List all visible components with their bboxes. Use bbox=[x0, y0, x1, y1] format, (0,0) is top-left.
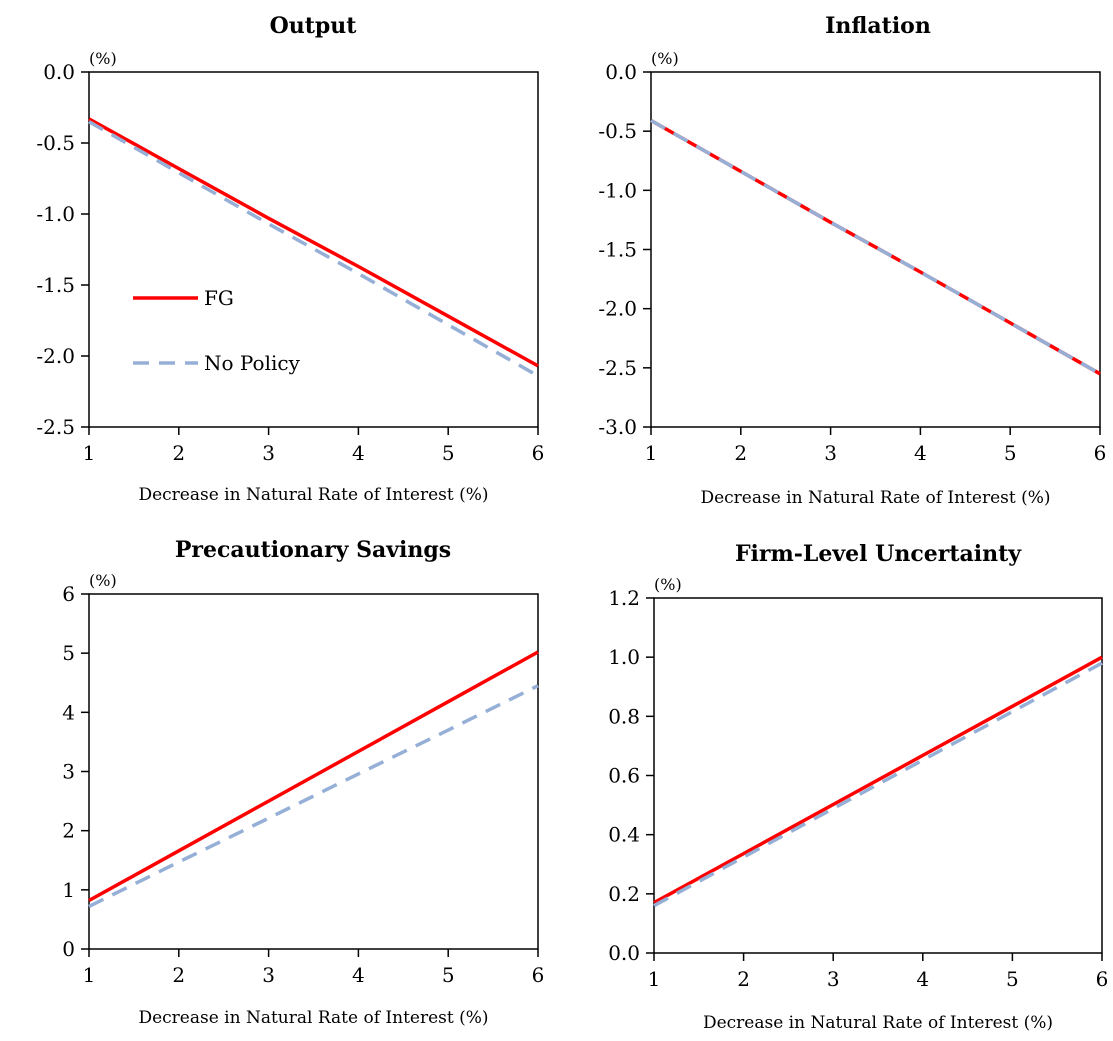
x-tick-label: 5 bbox=[442, 441, 455, 465]
legend-label-no-policy: No Policy bbox=[204, 351, 301, 375]
x-tick-label: 2 bbox=[172, 963, 185, 987]
y-tick-label: -0.5 bbox=[598, 119, 637, 143]
y-tick-label: 0.6 bbox=[608, 764, 640, 788]
x-tick-label: 2 bbox=[172, 441, 185, 465]
x-axis-label: Decrease in Natural Rate of Interest (%) bbox=[703, 1013, 1053, 1033]
series-line-no-policy bbox=[88, 684, 539, 908]
legend-label-fg: FG bbox=[204, 286, 234, 310]
y-tick-label: 4 bbox=[62, 700, 75, 724]
chart-panel-1: Output (%) 0.0 -0.5 -1.0 -1.5 -2.0 -2.5 1 2 3 4 5 6 De… bbox=[36, 13, 544, 505]
x-tick-label: 6 bbox=[1094, 441, 1107, 465]
y-tick-label: 0.2 bbox=[608, 882, 640, 906]
y-tick-label: -1.5 bbox=[598, 238, 637, 262]
x-tick-label: 6 bbox=[532, 441, 545, 465]
x-tick-label: 1 bbox=[83, 441, 96, 465]
plot-frame bbox=[88, 593, 539, 950]
chart-panel-4: Firm-Level Uncertainty (%) 1.2 1.0 0.8 0.6 0.4… bbox=[608, 541, 1108, 1033]
x-tick-label: 4 bbox=[914, 441, 927, 465]
legend: FG No Policy bbox=[133, 286, 301, 375]
x-tick-label: 3 bbox=[824, 441, 837, 465]
series-line-no-policy bbox=[88, 120, 539, 378]
x-axis-label: Decrease in Natural Rate of Interest (%) bbox=[138, 1008, 488, 1028]
x-tick-label: 4 bbox=[352, 963, 365, 987]
x-tick-label: 5 bbox=[1004, 441, 1017, 465]
y-tick-label: 0.0 bbox=[608, 941, 640, 965]
y-tick-label: -2.0 bbox=[36, 344, 75, 368]
y-tick-label: 0.0 bbox=[43, 60, 75, 84]
y-tick-label: 0.0 bbox=[605, 60, 637, 84]
chart-title: Precautionary Savings bbox=[175, 537, 451, 563]
series-line-fg bbox=[88, 650, 539, 903]
y-tick-label: 0.4 bbox=[608, 823, 640, 847]
x-tick-label: 2 bbox=[737, 967, 750, 991]
y-tick-label: -2.5 bbox=[598, 356, 637, 380]
series-line-fg bbox=[653, 655, 1103, 905]
series-line-no-policy bbox=[650, 118, 1101, 376]
y-tick-label: 3 bbox=[62, 760, 75, 784]
y-tick-label: -1.5 bbox=[36, 273, 75, 297]
series-line-fg bbox=[88, 117, 539, 368]
y-tick-label: -1.0 bbox=[36, 202, 75, 226]
y-tick-label: 0.8 bbox=[608, 704, 640, 728]
y-unit-label: (%) bbox=[89, 571, 117, 590]
y-unit-label: (%) bbox=[651, 49, 679, 68]
x-tick-label: 6 bbox=[1096, 967, 1109, 991]
x-tick-label: 5 bbox=[442, 963, 455, 987]
plot-frame bbox=[650, 71, 1101, 428]
y-tick-label: 1 bbox=[62, 878, 75, 902]
x-axis-label: Decrease in Natural Rate of Interest (%) bbox=[700, 488, 1050, 508]
y-tick-label: 1.2 bbox=[608, 586, 640, 610]
chart-title: Output bbox=[270, 13, 358, 39]
x-tick-label: 3 bbox=[262, 441, 275, 465]
y-tick-label: 0 bbox=[62, 937, 75, 961]
y-tick-label: -3.0 bbox=[598, 415, 637, 439]
series-line-no-policy bbox=[653, 661, 1103, 908]
x-tick-label: 4 bbox=[916, 967, 929, 991]
x-tick-label: 5 bbox=[1006, 967, 1019, 991]
y-tick-label: 2 bbox=[62, 819, 75, 843]
x-axis-label: Decrease in Natural Rate of Interest (%) bbox=[138, 485, 488, 505]
y-tick-label: -1.0 bbox=[598, 178, 637, 202]
plot-frame bbox=[88, 71, 539, 428]
x-tick-label: 1 bbox=[83, 963, 96, 987]
y-unit-label: (%) bbox=[654, 575, 682, 594]
x-tick-label: 2 bbox=[734, 441, 747, 465]
x-tick-label: 1 bbox=[645, 441, 658, 465]
plot-frame bbox=[653, 597, 1103, 954]
chart-panel-2: Inflation (%) 0.0 -0.5 -1.0 -1.5 -2.0 -2.5 -3.0 1… bbox=[598, 13, 1106, 508]
y-tick-label: -0.5 bbox=[36, 131, 75, 155]
y-tick-label: -2.0 bbox=[598, 297, 637, 321]
x-tick-label: 3 bbox=[262, 963, 275, 987]
x-tick-label: 1 bbox=[648, 967, 661, 991]
y-tick-label: -2.5 bbox=[36, 415, 75, 439]
chart-title: Firm-Level Uncertainty bbox=[735, 541, 1022, 567]
y-tick-label: 1.0 bbox=[608, 645, 640, 669]
y-tick-label: 6 bbox=[62, 582, 75, 606]
x-tick-label: 4 bbox=[352, 441, 365, 465]
x-tick-label: 3 bbox=[827, 967, 840, 991]
y-tick-label: 5 bbox=[62, 641, 75, 665]
y-unit-label: (%) bbox=[89, 49, 117, 68]
x-tick-label: 6 bbox=[532, 963, 545, 987]
series-line-fg bbox=[650, 118, 1101, 376]
chart-title: Inflation bbox=[825, 13, 931, 39]
